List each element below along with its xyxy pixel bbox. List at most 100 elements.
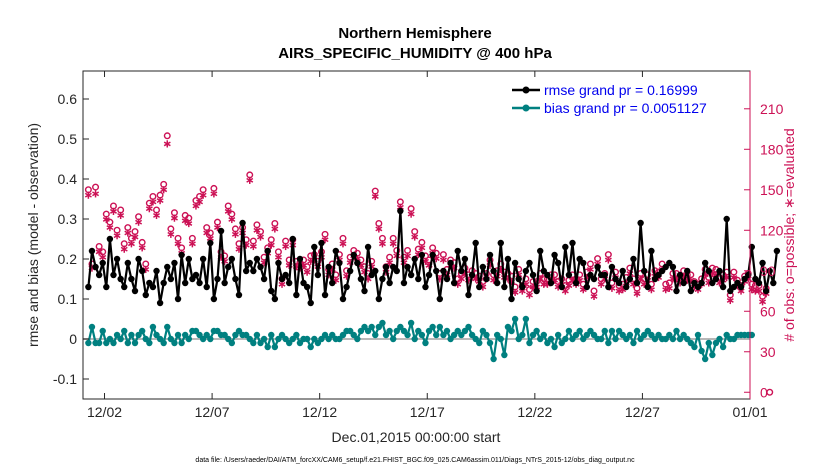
rmse-point [447, 259, 454, 267]
bias-point [709, 351, 716, 359]
chart-subtitle: AIRS_SPECIFIC_HUMIDITY @ 400 hPa [278, 45, 552, 62]
rmse-point [135, 255, 142, 263]
bias-point [501, 351, 508, 359]
bias-point [519, 331, 526, 339]
bias-point [673, 327, 680, 335]
rmse-point [698, 279, 705, 287]
bias-point [465, 323, 472, 331]
rmse-point [156, 299, 164, 307]
rmse-point [519, 283, 526, 291]
bias-point [95, 339, 103, 347]
bias-point [443, 327, 451, 335]
rmse-point [296, 255, 304, 263]
plot-area [83, 71, 750, 399]
rmse-point [182, 279, 189, 287]
rmse-point [314, 271, 322, 279]
bias-point [411, 335, 418, 343]
bias-point [547, 335, 555, 343]
rmse-point [332, 247, 340, 255]
obs-evaluated-marker [386, 259, 394, 267]
rmse-point [239, 219, 246, 227]
bias-point [404, 331, 411, 339]
bias-point [164, 323, 171, 331]
rmse-point [99, 259, 106, 267]
obs-evaluated-marker [199, 191, 207, 199]
obs-evaluated-marker [271, 225, 279, 233]
rmse-point [228, 255, 236, 263]
bias-point [490, 355, 497, 363]
rmse-point [275, 259, 282, 267]
left-tick-label: 0.3 [58, 211, 78, 227]
rmse-point [382, 263, 390, 271]
obs-evaluated-marker [378, 240, 386, 248]
rmse-point [207, 239, 214, 247]
rmse-point [490, 267, 497, 275]
rmse-point [465, 291, 472, 299]
obs-evaluated-marker [231, 230, 239, 238]
rmse-point [565, 271, 573, 279]
rmse-point [311, 243, 318, 251]
obs-evaluated-marker [665, 284, 673, 292]
rmse-point [307, 299, 314, 307]
rmse-point [712, 275, 720, 283]
rmse-point [476, 283, 483, 291]
obs-evaluated-marker [153, 211, 161, 220]
right-tick-label: 180 [760, 141, 784, 157]
obs-evaluated-marker [303, 268, 311, 276]
obs-evaluated-marker [138, 244, 146, 252]
rmse-point [529, 271, 537, 279]
bias-point [268, 331, 275, 339]
bias-point [483, 331, 490, 339]
legend: rmse grand pr = 0.16999 bias grand pr = … [506, 77, 744, 119]
obs-evaluated-marker [439, 256, 447, 264]
obs-evaluated-marker [759, 298, 767, 306]
rmse-point [171, 259, 178, 267]
rmse-point [497, 239, 504, 247]
obs-evaluated-marker [604, 256, 612, 264]
rmse-point [235, 291, 243, 299]
rmse-point [329, 279, 336, 287]
x-tick-label: 12/12 [302, 404, 337, 420]
bias-point [149, 323, 157, 331]
rmse-point [676, 271, 684, 279]
rmse-point [131, 287, 139, 295]
bias-point [476, 339, 483, 347]
rmse-point [325, 263, 332, 271]
bias-point [228, 339, 236, 347]
obs-possible-marker [163, 132, 171, 140]
bias-point [174, 331, 182, 339]
obs-evaluated-marker [156, 196, 164, 205]
rmse-point [461, 255, 469, 263]
rmse-point [264, 247, 271, 255]
bias-point [422, 339, 429, 347]
obs-evaluated-marker [92, 190, 100, 198]
rmse-point [684, 267, 691, 275]
rmse-point [124, 259, 132, 267]
rmse-point [569, 239, 576, 247]
rmse-point [282, 271, 289, 279]
x-tick-label: 12/07 [195, 404, 230, 420]
obs-evaluated-marker [192, 202, 200, 210]
rmse-point [160, 279, 167, 287]
bias-point [511, 315, 519, 323]
rmse-point [95, 271, 103, 279]
bias-point [418, 331, 426, 339]
right-tick-label: 60 [760, 303, 776, 319]
rmse-point [551, 251, 558, 259]
rmse-point [583, 283, 591, 291]
x-tick-label: 01/01 [732, 404, 767, 420]
rmse-point [232, 275, 239, 283]
right-tick-label: 0 [760, 384, 768, 400]
rmse-point [242, 267, 250, 275]
rmse-point [397, 207, 404, 215]
left-tick-label: 0 [69, 331, 77, 347]
bias-point [522, 315, 530, 323]
rmse-point [346, 267, 354, 275]
legend-rmse-label: rmse grand pr = 0.16999 [544, 82, 698, 98]
rmse-point [644, 283, 651, 291]
rmse-point [411, 255, 418, 263]
right-tick-label: 120 [760, 222, 784, 238]
legend-box [506, 77, 744, 119]
bias-point [576, 327, 583, 335]
